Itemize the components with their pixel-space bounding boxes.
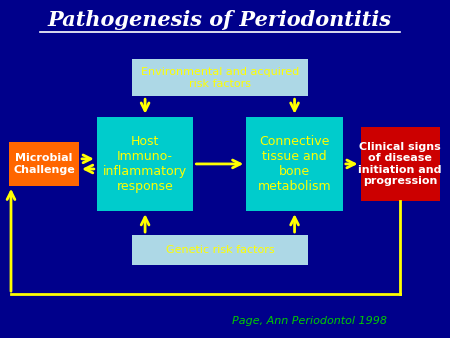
Text: Page, Ann Periodontol 1998: Page, Ann Periodontol 1998 (232, 316, 387, 326)
FancyBboxPatch shape (132, 235, 308, 265)
Text: Genetic risk factors: Genetic risk factors (166, 245, 274, 255)
FancyBboxPatch shape (360, 127, 440, 201)
Text: Environmental and acquired
risk factors: Environmental and acquired risk factors (141, 67, 299, 89)
Text: Clinical signs
of disease
initiation and
progression: Clinical signs of disease initiation and… (358, 142, 442, 186)
Text: Microbial
Challenge: Microbial Challenge (13, 153, 75, 175)
Text: Pathogenesis of Periodontitis: Pathogenesis of Periodontitis (48, 10, 392, 30)
FancyBboxPatch shape (97, 117, 194, 211)
Text: Connective
tissue and
bone
metabolism: Connective tissue and bone metabolism (258, 135, 331, 193)
FancyBboxPatch shape (246, 117, 343, 211)
Text: Host
Immuno-
inflammatory
response: Host Immuno- inflammatory response (103, 135, 187, 193)
FancyBboxPatch shape (9, 142, 79, 186)
FancyBboxPatch shape (132, 59, 308, 96)
